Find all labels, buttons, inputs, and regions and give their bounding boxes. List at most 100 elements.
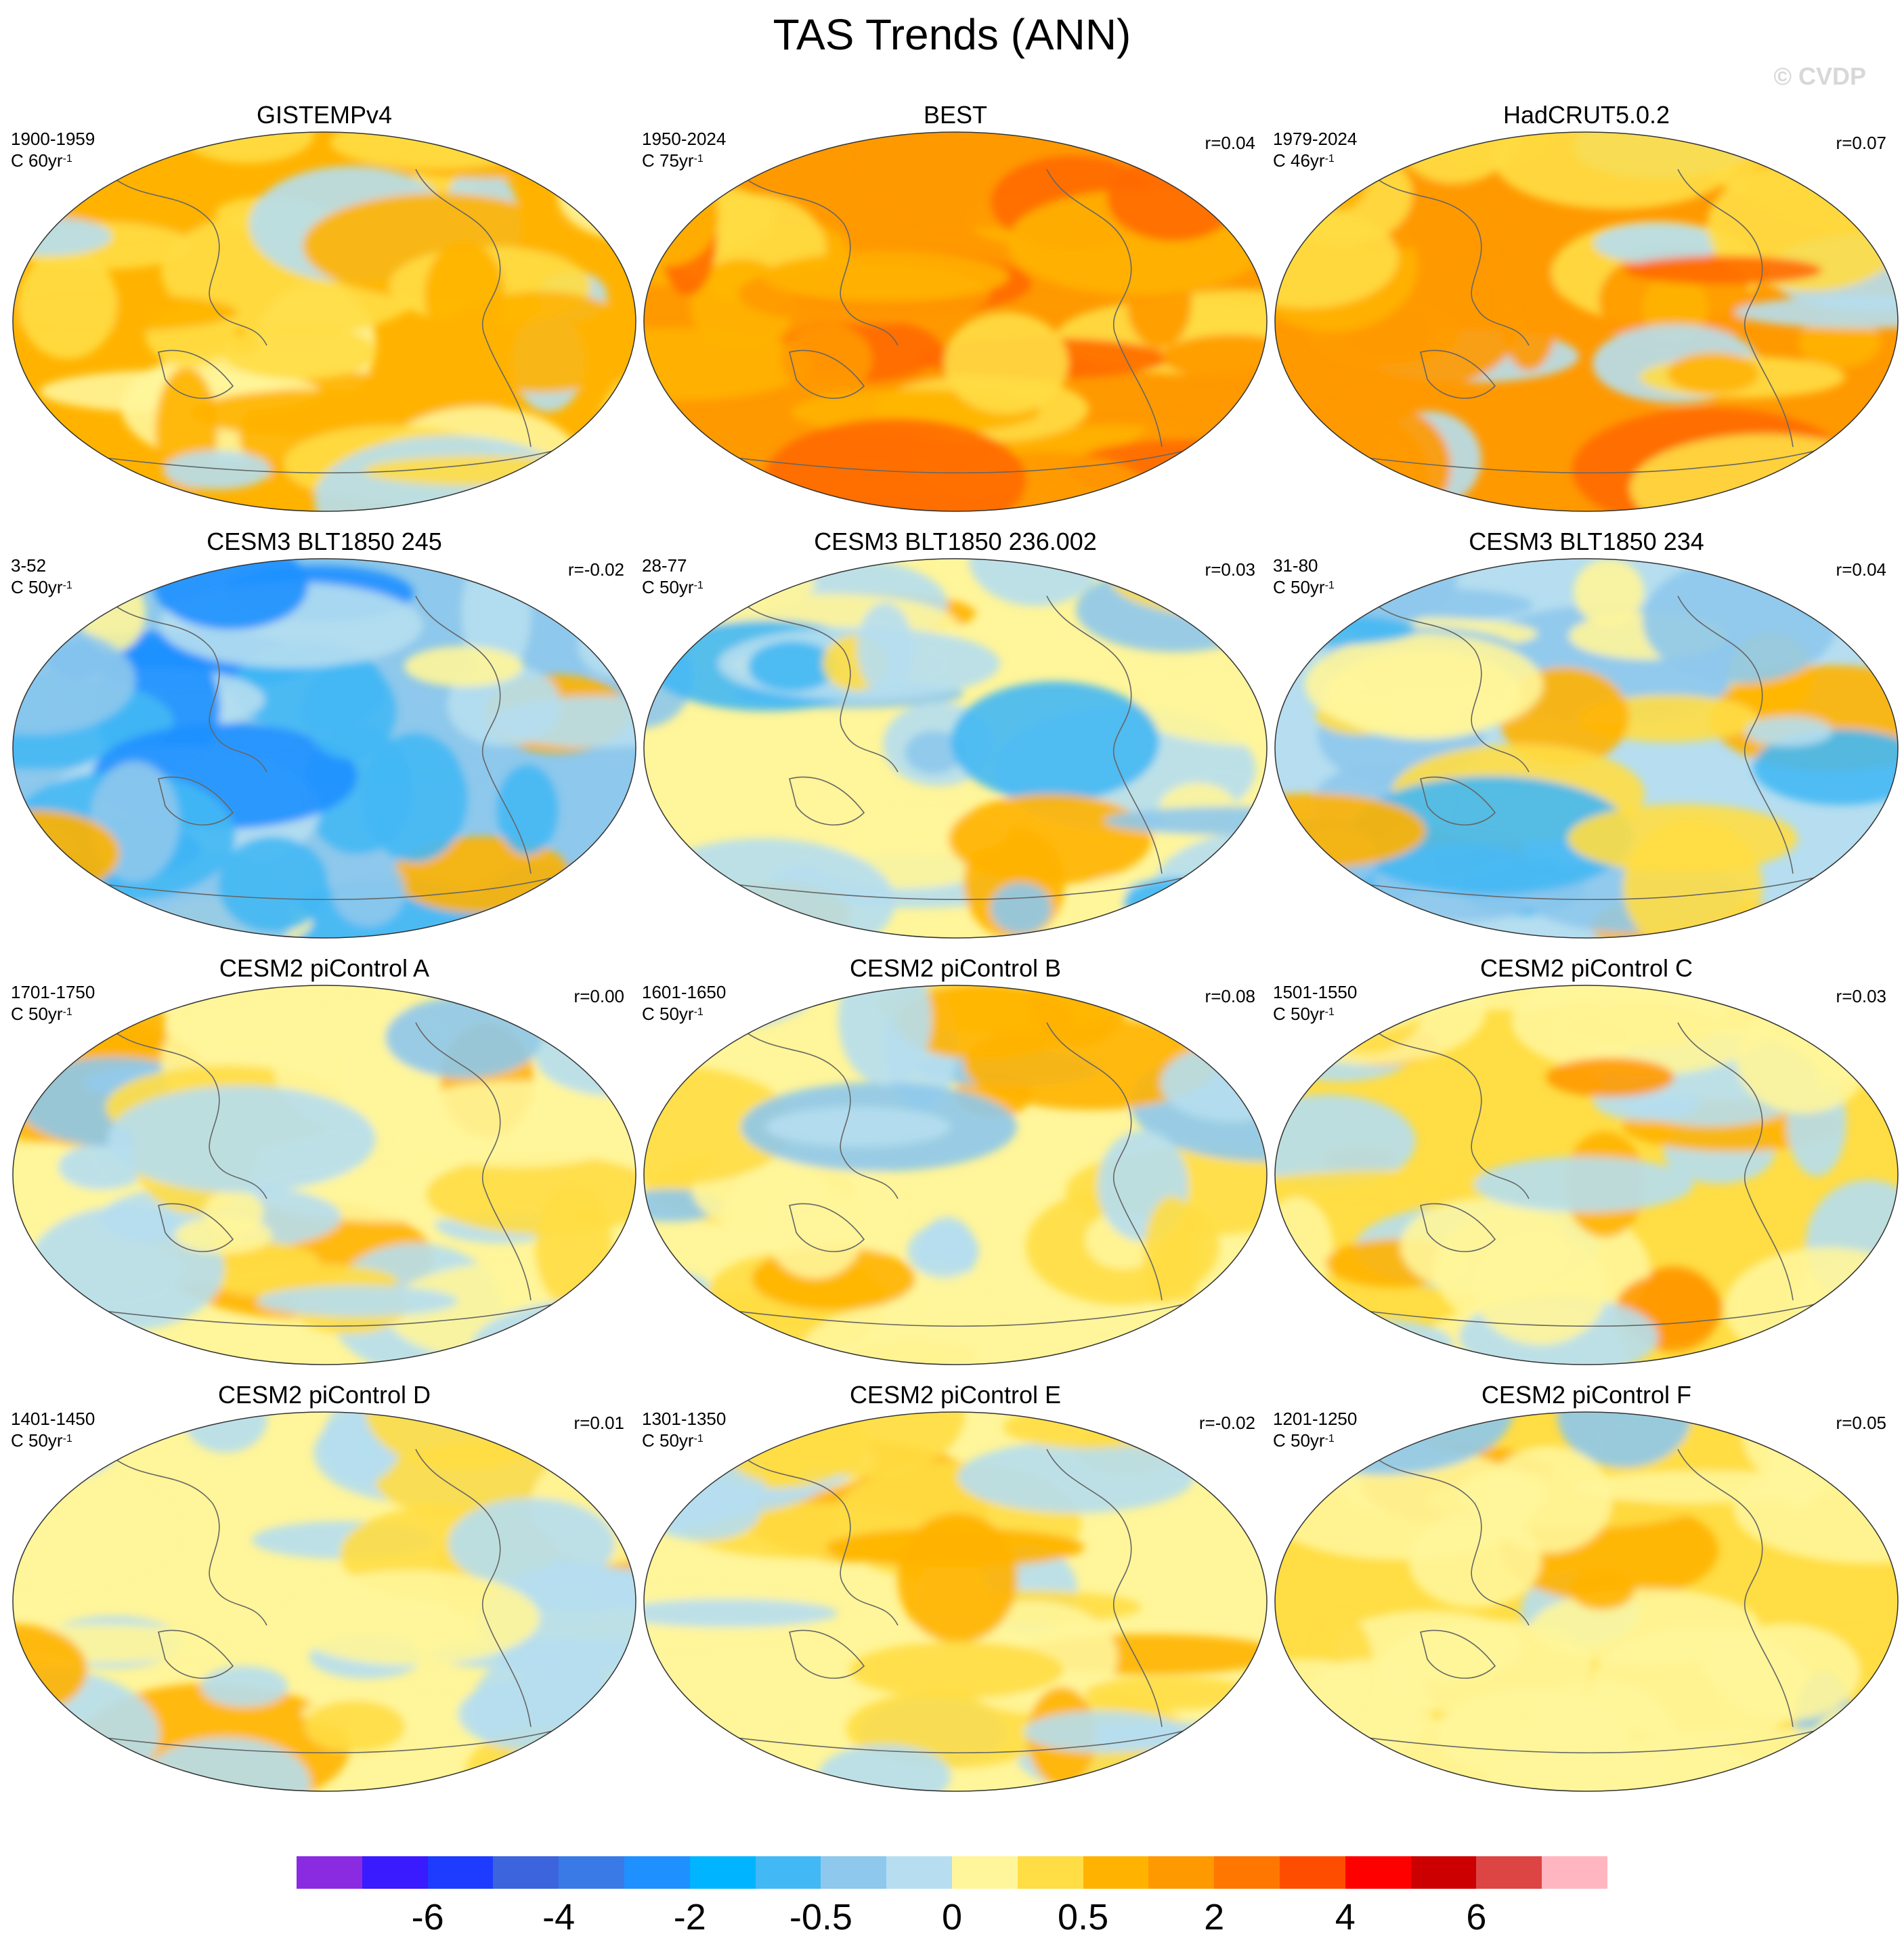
- colorbar-segment: [1148, 1856, 1215, 1889]
- trend-anomaly-blob: [13, 474, 79, 509]
- trend-anomaly-blob: [1635, 1728, 1898, 1766]
- pattern-correlation: r=0.01: [574, 1413, 624, 1433]
- colorbar-segment: [886, 1856, 953, 1889]
- period-label: 1701-1750: [11, 982, 95, 1002]
- trend-anomaly-blob: [698, 564, 763, 598]
- trend-anomaly-blob: [497, 765, 558, 855]
- trend-anomaly-blob: [644, 1264, 686, 1365]
- trend-anomaly-blob: [1746, 716, 1832, 746]
- coastline: [110, 1455, 267, 1626]
- units-label: C 50yr-1: [11, 1430, 72, 1451]
- trend-anomaly-blob: [1305, 1319, 1453, 1365]
- trend-anomaly-blob: [644, 1599, 838, 1627]
- trend-anomaly-blob: [1798, 318, 1881, 368]
- trend-anomaly-blob: [766, 1184, 864, 1279]
- units-exponent: -1: [693, 1433, 704, 1445]
- coastline: [1046, 169, 1163, 448]
- trend-anomaly-blob: [13, 1755, 103, 1791]
- trend-anomaly-blob: [1667, 352, 1759, 394]
- coastline: [1046, 595, 1163, 874]
- period-label: 28-77: [642, 555, 687, 576]
- coastline: [789, 1629, 865, 1679]
- period-label: 1950-2024: [642, 129, 727, 149]
- map-panel: CESM2 piControl A 1701-1750 C 50yr-1 r=0.00: [9, 955, 639, 1375]
- trend-anomaly-blob: [850, 1642, 1064, 1698]
- coastline: [741, 1455, 899, 1626]
- colorbar-segment: [559, 1856, 625, 1889]
- trend-anomaly-blob: [1275, 208, 1398, 308]
- units-exponent: -1: [62, 1006, 72, 1018]
- map-panel: HadCRUT5.0.2 1979-2024 C 46yr-1 r=0.07: [1272, 102, 1901, 521]
- robinson-map: [12, 558, 636, 939]
- trend-anomaly-blob: [332, 856, 405, 926]
- colorbar: [297, 1856, 1608, 1889]
- trend-anomaly-blob: [857, 603, 913, 693]
- trend-anomaly-blob: [540, 1756, 622, 1791]
- pattern-correlation: r=0.04: [1836, 559, 1886, 580]
- units-base: C 50yr: [11, 1430, 63, 1451]
- panel-title: CESM2 piControl F: [1481, 1381, 1692, 1409]
- trend-anomaly-blob: [951, 681, 1159, 802]
- trend-anomaly-blob: [1378, 1713, 1592, 1791]
- units-label: C 50yr-1: [1273, 1430, 1335, 1451]
- coastline: [415, 169, 532, 448]
- trend-anomaly-blob: [1379, 1619, 1593, 1717]
- coastline: [789, 1203, 865, 1252]
- map-panel: BEST 1950-2024 C 75yr-1 r=0.04: [641, 102, 1270, 521]
- trend-anomaly-blob: [571, 850, 636, 927]
- trend-anomaly-blob: [1024, 1711, 1184, 1753]
- units-base: C 46yr: [1273, 150, 1325, 171]
- trend-anomaly-blob: [944, 312, 1068, 414]
- coastline: [1677, 1449, 1794, 1728]
- pattern-correlation: r=0.05: [1836, 1413, 1886, 1433]
- copyright-watermark: © CVDP: [1773, 62, 1866, 90]
- colorbar-segment: [952, 1856, 1018, 1889]
- coastline: [1677, 595, 1794, 874]
- trend-anomaly-blob: [1799, 580, 1876, 618]
- coastline: [1420, 1203, 1496, 1252]
- trend-anomaly-blob: [425, 241, 504, 349]
- figure-title: TAS Trends (ANN): [773, 10, 1131, 59]
- units-exponent: -1: [1324, 1006, 1335, 1018]
- map-outline: [643, 985, 1268, 1365]
- trend-anomaly-blob: [766, 1107, 950, 1147]
- trend-anomaly-blob: [1104, 807, 1267, 835]
- trend-anomaly-blob: [221, 325, 376, 379]
- units-base: C 50yr: [11, 577, 63, 597]
- trend-anomaly-blob: [13, 1470, 180, 1589]
- trend-anomaly-blob: [949, 794, 1152, 884]
- map-panel: CESM2 piControl C 1501-1550 C 50yr-1 r=0.03: [1272, 955, 1901, 1375]
- trend-anomaly-blob: [1711, 1623, 1860, 1721]
- trend-anomaly-blob: [108, 1086, 376, 1193]
- units-label: C 60yr-1: [11, 150, 72, 171]
- map-panel: CESM3 BLT1850 236.002 28-77 C 50yr-1 r=0.03: [641, 528, 1270, 948]
- coastline: [741, 602, 899, 773]
- map-panel: CESM2 piControl F 1201-1250 C 50yr-1 r=0.05: [1272, 1382, 1901, 1801]
- trend-anomaly-blob: [1570, 1569, 1635, 1610]
- trend-anomaly-blob: [644, 1066, 795, 1185]
- trend-anomaly-blob: [762, 251, 1009, 301]
- trend-anomaly-blob: [404, 646, 523, 687]
- trend-anomaly-blob: [191, 389, 441, 437]
- coastline: [789, 776, 865, 826]
- period-label: 1401-1450: [11, 1409, 95, 1429]
- coastline: [1420, 349, 1496, 399]
- trend-anomaly-blob: [1144, 1196, 1200, 1317]
- robinson-map: [1274, 558, 1899, 939]
- colorbar-segment: [427, 1856, 494, 1889]
- units-label: C 50yr-1: [1273, 577, 1335, 597]
- panel-title: CESM2 piControl B: [849, 954, 1062, 982]
- colorbar-segment: [624, 1856, 691, 1889]
- coastline: [741, 1029, 899, 1199]
- map-panel: CESM2 piControl B 1601-1650 C 50yr-1 r=0.08: [641, 955, 1270, 1375]
- map-panel: GISTEMPv4 1900-1959 C 60yr-1: [9, 102, 639, 521]
- units-label: C 50yr-1: [642, 577, 704, 597]
- map-outline: [643, 558, 1268, 939]
- trend-anomaly-blob: [1750, 1755, 1898, 1791]
- colorbar-segment: [689, 1856, 756, 1889]
- trend-anomaly-blob: [201, 1666, 288, 1707]
- panel-title: BEST: [923, 101, 988, 129]
- map-outline: [12, 985, 636, 1365]
- colorbar-tick-label: -6: [411, 1897, 444, 1938]
- units-base: C 50yr: [642, 1430, 694, 1451]
